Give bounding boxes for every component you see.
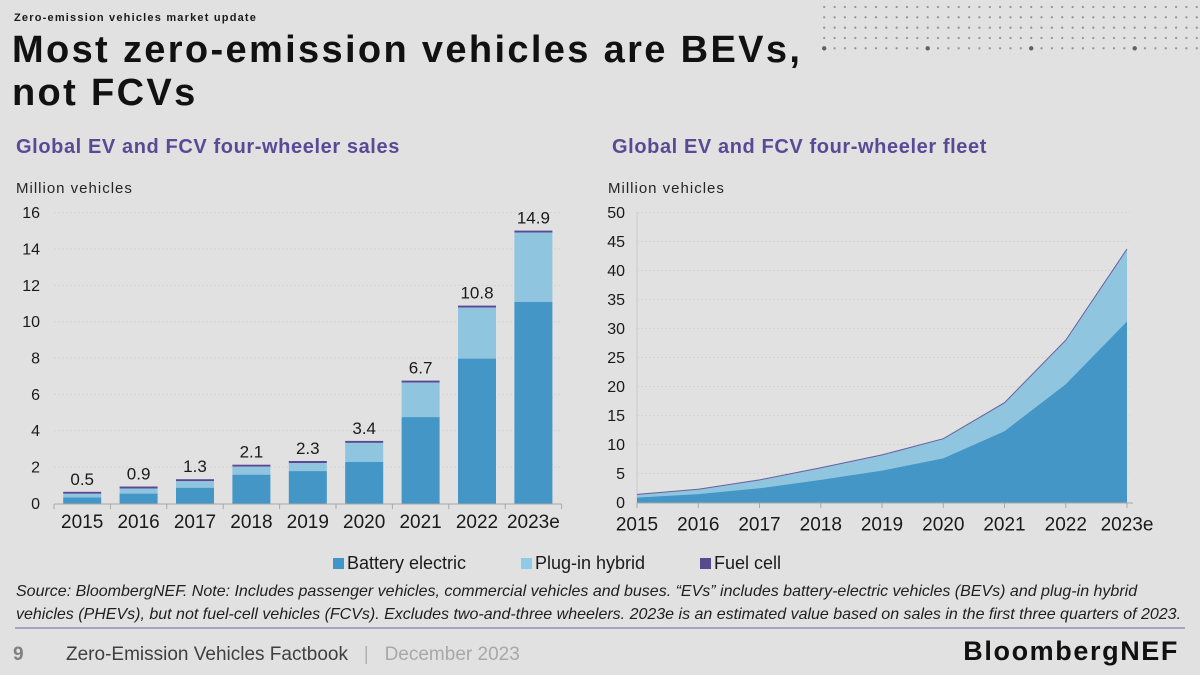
svg-text:2015: 2015	[616, 515, 658, 536]
svg-text:2.3: 2.3	[296, 439, 320, 458]
svg-text:2017: 2017	[738, 515, 780, 536]
svg-text:15: 15	[607, 408, 625, 425]
svg-text:2017: 2017	[174, 512, 216, 533]
svg-text:0.9: 0.9	[127, 465, 151, 484]
svg-text:14: 14	[22, 242, 40, 259]
svg-text:3.4: 3.4	[352, 419, 376, 438]
svg-text:6.7: 6.7	[409, 359, 433, 378]
svg-text:0: 0	[616, 495, 625, 512]
svg-text:10: 10	[22, 314, 40, 331]
svg-text:35: 35	[607, 292, 625, 309]
svg-text:8: 8	[31, 351, 40, 368]
svg-text:0.5: 0.5	[70, 470, 94, 489]
svg-text:2016: 2016	[117, 512, 159, 533]
svg-text:2016: 2016	[677, 515, 719, 536]
svg-text:45: 45	[607, 234, 625, 251]
svg-text:20: 20	[607, 379, 625, 396]
svg-text:40: 40	[607, 263, 625, 280]
svg-text:5: 5	[616, 466, 625, 483]
svg-text:6: 6	[31, 387, 40, 404]
svg-text:2: 2	[31, 460, 40, 477]
svg-text:2023e: 2023e	[1101, 515, 1154, 536]
svg-text:14.9: 14.9	[517, 209, 550, 228]
svg-text:50: 50	[607, 205, 625, 222]
svg-text:16: 16	[22, 205, 40, 222]
svg-text:25: 25	[607, 350, 625, 367]
svg-text:2019: 2019	[861, 515, 903, 536]
svg-text:2023e: 2023e	[507, 512, 560, 533]
svg-text:10: 10	[607, 437, 625, 454]
svg-text:2020: 2020	[922, 515, 964, 536]
svg-text:30: 30	[607, 321, 625, 338]
svg-text:2015: 2015	[61, 512, 103, 533]
svg-text:12: 12	[22, 278, 40, 295]
svg-text:2020: 2020	[343, 512, 385, 533]
svg-text:10.8: 10.8	[460, 284, 493, 303]
svg-text:2.1: 2.1	[240, 443, 264, 462]
svg-text:2018: 2018	[800, 515, 842, 536]
svg-text:2021: 2021	[983, 515, 1025, 536]
svg-text:0: 0	[31, 496, 40, 513]
svg-text:4: 4	[31, 423, 40, 440]
svg-text:2022: 2022	[456, 512, 498, 533]
svg-text:2022: 2022	[1045, 515, 1087, 536]
svg-text:2018: 2018	[230, 512, 272, 533]
svg-text:2019: 2019	[287, 512, 329, 533]
svg-text:2021: 2021	[399, 512, 441, 533]
svg-text:1.3: 1.3	[183, 457, 207, 476]
